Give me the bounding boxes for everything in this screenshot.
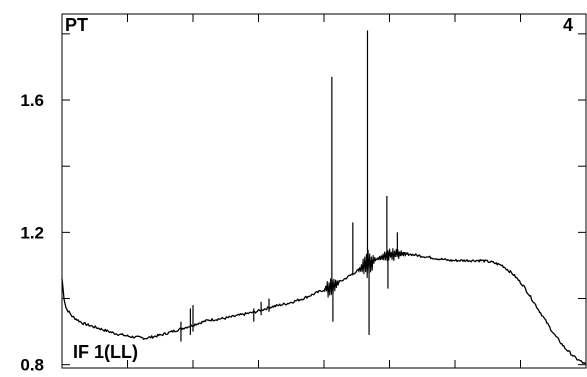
plot-frame xyxy=(61,13,587,369)
panel-label-top-right: 4 xyxy=(563,15,573,35)
y-tick-label-1: 1.2 xyxy=(20,223,44,242)
y-tick-labels: 0.8 1.2 1.6 xyxy=(20,91,44,375)
series-line xyxy=(61,251,587,365)
noise-band xyxy=(323,248,409,298)
spike-lines xyxy=(180,30,398,342)
y-tick-label-2: 1.6 xyxy=(20,91,44,110)
channel-label: IF 1(LL) xyxy=(73,342,138,362)
axis-ticks xyxy=(61,14,587,368)
panel-label-top-left: PT xyxy=(65,15,88,35)
y-tick-label-0: 0.8 xyxy=(20,356,44,375)
